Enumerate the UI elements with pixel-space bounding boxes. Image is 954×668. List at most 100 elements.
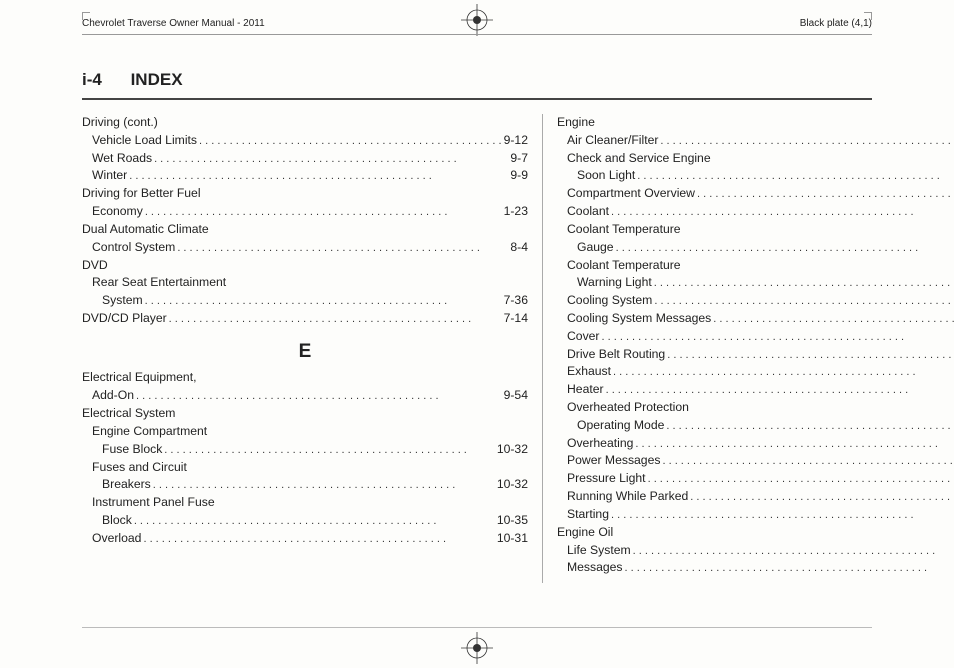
leader-dots (635, 435, 954, 453)
index-entry-page: 9-12 (504, 132, 528, 150)
index-entry: Economy 1-23 (82, 203, 528, 221)
leader-dots (606, 381, 954, 399)
index-entry-page: 9-54 (504, 387, 528, 405)
index-entry: Warning Light5-22 (557, 274, 954, 292)
leader-dots (611, 506, 954, 524)
registration-mark-bottom (461, 632, 493, 664)
leader-dots (667, 346, 954, 364)
index-entry: Breakers 10-32 (82, 476, 528, 494)
index-entry-label: Coolant (567, 203, 609, 221)
index-entry: Soon Light5-17 (557, 167, 954, 185)
index-entry: Life System10-11 (557, 542, 954, 560)
index-entry-page: 1-23 (504, 203, 528, 221)
leader-dots (697, 185, 954, 203)
leader-dots (616, 239, 954, 257)
index-entry-label: Gauge (577, 239, 614, 257)
index-entry: Exhaust9-23 (557, 363, 954, 381)
index-letter-heading: E (82, 338, 528, 366)
index-entry: Power Messages5-35 (557, 452, 954, 470)
index-entry-label: Pressure Light (567, 470, 646, 488)
index-col-1: Driving (cont.)Vehicle Load Limits9-12We… (82, 114, 542, 583)
index-entry-label: Starting (567, 506, 609, 524)
index-heading: Fuses and Circuit (82, 459, 528, 477)
index-heading: Engine Oil (557, 524, 954, 542)
index-entry-label: Compartment Overview (567, 185, 695, 203)
index-entry-label: System (102, 292, 143, 310)
leader-dots (662, 452, 954, 470)
page-title-text: INDEX (131, 70, 183, 89)
leader-dots (713, 310, 954, 328)
index-entry-label: Running While Parked (567, 488, 688, 506)
index-entry-label: Heater (567, 381, 604, 399)
leader-dots (654, 292, 954, 310)
index-entry-label: Cooling System (567, 292, 652, 310)
index-entry-label: Messages (567, 559, 623, 577)
leader-dots (602, 328, 954, 346)
index-entry-page: 8-4 (510, 239, 528, 257)
index-entry: Cooling System Messages5-34 (557, 310, 954, 328)
leader-dots (690, 488, 954, 506)
index-columns: Driving (cont.)Vehicle Load Limits9-12We… (82, 114, 872, 583)
index-entry: DVD/CD Player7-14 (82, 310, 528, 328)
index-entry-label: Control System (92, 239, 175, 257)
index-entry: Heater9-20 (557, 381, 954, 399)
index-entry: Operating Mode10-20 (557, 417, 954, 435)
index-entry-label: Wet Roads (92, 150, 152, 168)
index-entry: Pressure Light5-23 (557, 470, 954, 488)
index-heading: Overheated Protection (557, 399, 954, 417)
index-entry: Compartment Overview10-6 (557, 185, 954, 203)
index-entry-page: 10-32 (497, 476, 528, 494)
index-entry-label: Cooling System Messages (567, 310, 711, 328)
index-entry: Fuse Block10-32 (82, 441, 528, 459)
page-body: i-4 INDEX Driving (cont.)Vehicle Load Li… (82, 56, 872, 616)
index-heading: Electrical System (82, 405, 528, 423)
leader-dots (169, 310, 502, 328)
index-heading: Coolant Temperature (557, 221, 954, 239)
index-entry: Block10-35 (82, 512, 528, 530)
leader-dots (145, 292, 502, 310)
doc-title: Chevrolet Traverse Owner Manual - 2011 (82, 18, 265, 29)
index-entry-page: 9-7 (510, 150, 528, 168)
leader-dots (164, 441, 495, 459)
leader-dots (637, 167, 954, 185)
leader-dots (611, 203, 954, 221)
index-entry-label: Add-On (92, 387, 134, 405)
index-entry-label: Breakers (102, 476, 151, 494)
index-entry-label: Vehicle Load Limits (92, 132, 197, 150)
index-heading: Instrument Panel Fuse (82, 494, 528, 512)
index-entry: Control System 8-4 (82, 239, 528, 257)
index-entry-label: Overload (92, 530, 141, 548)
index-entry-page: 9-9 (510, 167, 528, 185)
leader-dots (145, 203, 502, 221)
leader-dots (143, 530, 494, 548)
index-entry-page: 7-36 (504, 292, 528, 310)
index-entry-label: Economy (92, 203, 143, 221)
index-entry: Air Cleaner/Filter10-12 (557, 132, 954, 150)
index-entry-label: Operating Mode (577, 417, 664, 435)
index-heading: Electrical Equipment, (82, 369, 528, 387)
plate-info: Black plate (4,1) (800, 18, 872, 29)
index-entry: Wet Roads 9-7 (82, 150, 528, 168)
index-heading: DVD (82, 257, 528, 275)
leader-dots (134, 512, 495, 530)
index-entry: Winter 9-9 (82, 167, 528, 185)
index-entry: Messages5-35 (557, 559, 954, 577)
index-entry: Drive Belt Routing12-3 (557, 346, 954, 364)
index-heading: Dual Automatic Climate (82, 221, 528, 239)
index-entry: System 7-36 (82, 292, 528, 310)
index-entry: Overload10-31 (82, 530, 528, 548)
leader-dots (613, 363, 954, 381)
index-entry: Vehicle Load Limits 9-12 (82, 132, 528, 150)
index-entry-label: Winter (92, 167, 127, 185)
leader-dots (154, 150, 508, 168)
index-entry-label: Life System (567, 542, 631, 560)
index-col-2: EngineAir Cleaner/Filter10-12Check and S… (542, 114, 954, 583)
header-rule (82, 34, 872, 35)
index-entry: Coolant10-15 (557, 203, 954, 221)
leader-dots (648, 470, 954, 488)
index-entry: Cover10-7 (557, 328, 954, 346)
index-entry-label: Power Messages (567, 452, 660, 470)
index-entry-label: Fuse Block (102, 441, 162, 459)
index-entry-label: Warning Light (577, 274, 652, 292)
index-entry: Starting9-18 (557, 506, 954, 524)
